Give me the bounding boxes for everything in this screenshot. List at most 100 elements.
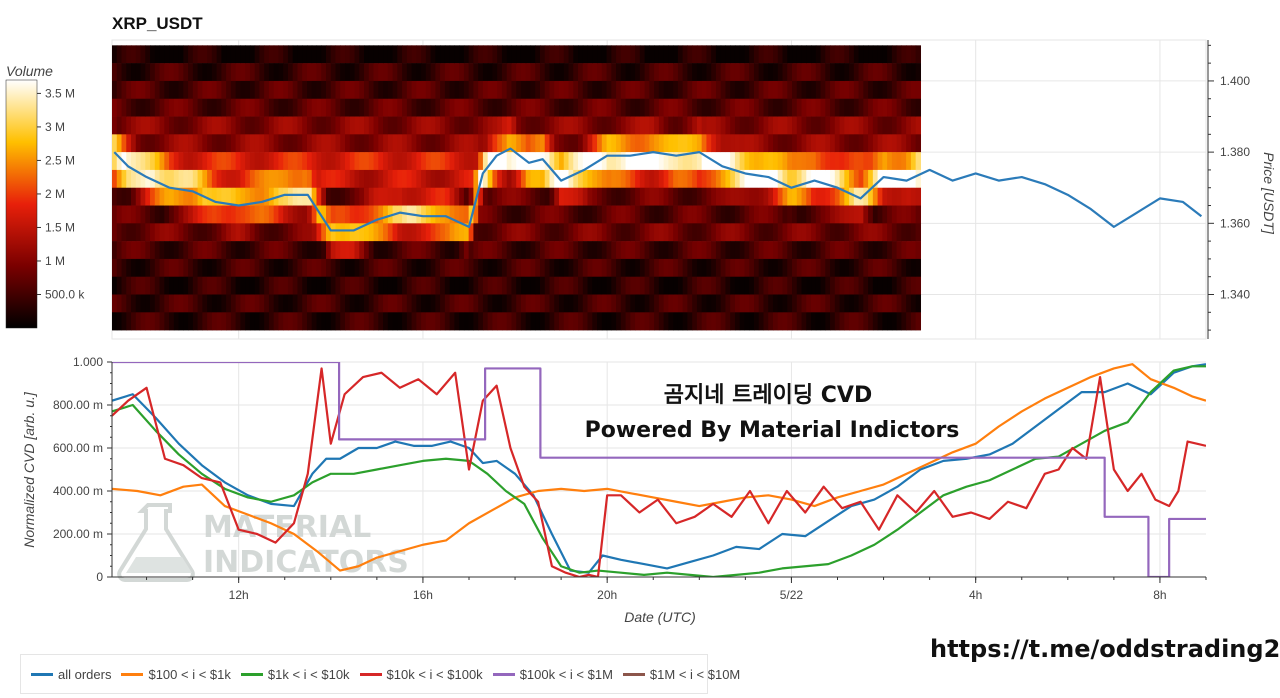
heatmap-cell — [278, 205, 284, 224]
legend-item-s100_1k[interactable]: $100 < i < $1k — [121, 666, 231, 682]
heatmap-cell — [906, 241, 912, 260]
heatmap-cell — [872, 276, 879, 295]
heatmap-cell — [758, 258, 765, 278]
heatmap-cell — [544, 152, 551, 171]
heatmap-cell — [473, 294, 479, 313]
heatmap-cell — [154, 294, 161, 313]
heatmap-cell — [154, 134, 161, 153]
heatmap-cell — [749, 152, 755, 171]
heatmap-cell — [696, 116, 703, 135]
heatmap-cell — [806, 276, 812, 295]
heatmap-cell — [630, 116, 636, 135]
heatmap-cell — [349, 80, 356, 100]
heatmap-cell — [292, 205, 299, 224]
heatmap-cell — [620, 63, 627, 82]
heatmap-cell — [159, 152, 165, 171]
heatmap-cell — [734, 80, 741, 100]
legend-item-s10k_100k[interactable]: $10k < i < $100k — [359, 667, 483, 682]
heatmap-cell — [673, 63, 679, 82]
heatmap-cell — [202, 258, 208, 278]
heatmap-cell — [635, 63, 641, 82]
heatmap-cell — [121, 223, 127, 242]
heatmap-cell — [501, 152, 508, 171]
heatmap-cell — [425, 258, 432, 278]
heatmap-cell — [559, 276, 565, 295]
heatmap-cell — [749, 294, 755, 313]
heatmap-cell — [597, 223, 603, 242]
heatmap-cell — [734, 223, 741, 242]
heatmap-cell — [402, 241, 408, 260]
heatmap-cell — [620, 241, 627, 260]
heatmap-cell — [768, 223, 774, 242]
heatmap-cell — [801, 258, 807, 278]
legend-item-s1m_10m[interactable]: $1M < i < $10M — [622, 667, 740, 682]
heatmap-cell — [578, 294, 584, 313]
legend-item-s100k_1m[interactable]: $100k < i < $1M — [492, 667, 613, 682]
heatmap-cell — [539, 116, 546, 135]
heatmap-cell — [582, 152, 589, 171]
heatmap-cell — [421, 241, 427, 260]
heatmap-cell — [559, 258, 565, 278]
heatmap-cell — [183, 223, 189, 242]
heatmap-cell — [140, 241, 146, 260]
heatmap-cell — [677, 187, 684, 206]
legend-item-all_orders[interactable]: all orders — [31, 667, 111, 682]
heatmap-cell — [506, 294, 513, 313]
heatmap-cell — [639, 169, 646, 189]
heatmap-cell — [758, 187, 765, 206]
heatmap-cell — [473, 312, 479, 331]
heatmap-cell — [687, 187, 693, 206]
heatmap-cell — [853, 312, 860, 331]
heatmap-cell — [701, 80, 708, 100]
heatmap-cell — [687, 169, 693, 189]
heatmap-cell — [734, 258, 741, 278]
heatmap-cell — [834, 45, 841, 64]
heatmap-cell — [720, 205, 727, 224]
heatmap-cell — [406, 63, 413, 82]
heatmap-cell — [364, 98, 370, 117]
heatmap-cell — [416, 294, 422, 313]
heatmap-cell — [268, 169, 275, 189]
heatmap-cell — [126, 63, 132, 82]
heatmap-cell — [140, 80, 146, 100]
heatmap-cell — [335, 223, 341, 242]
legend-label: $100 < i < $1k — [148, 666, 231, 682]
heatmap-cell — [830, 187, 836, 206]
heatmap-cell — [501, 241, 508, 260]
legend-item-s1k_10k[interactable]: $1k < i < $10k — [240, 667, 350, 682]
heatmap-cell — [154, 241, 161, 260]
heatmap-cell — [792, 45, 798, 64]
heatmap-cell — [135, 98, 142, 117]
heatmap-cell — [249, 205, 256, 224]
heatmap-cell — [772, 152, 779, 171]
heatmap-cell — [811, 258, 817, 278]
heatmap-cell — [411, 80, 417, 100]
heatmap-cell — [554, 116, 560, 135]
heatmap-cell — [159, 223, 165, 242]
heatmap-cell — [853, 241, 860, 260]
heatmap-cell — [330, 80, 337, 100]
heatmap-cell — [116, 80, 123, 100]
telegram-link[interactable]: https://t.me/oddstrading2 — [930, 635, 1280, 663]
heatmap-cell — [906, 294, 912, 313]
heatmap-cell — [311, 80, 318, 100]
heatmap-cell — [392, 116, 398, 135]
heatmap-cell — [487, 205, 494, 224]
heatmap-cell — [649, 116, 655, 135]
heatmap-cell — [116, 223, 123, 242]
heatmap-cell — [777, 98, 784, 117]
heatmap-cell — [240, 80, 246, 100]
heatmap-cell — [311, 312, 318, 331]
heatmap-cell — [815, 241, 822, 260]
heatmap-cell — [183, 187, 189, 206]
heatmap-cell — [901, 276, 907, 295]
heatmap-cell — [858, 294, 864, 313]
heatmap-cell — [273, 45, 280, 64]
heatmap-cell — [325, 258, 332, 278]
heatmap-cell — [763, 294, 769, 313]
heatmap-cell — [915, 258, 922, 278]
heatmap-cell — [492, 223, 498, 242]
heatmap-cell — [863, 169, 869, 189]
heatmap-cell — [311, 116, 318, 135]
